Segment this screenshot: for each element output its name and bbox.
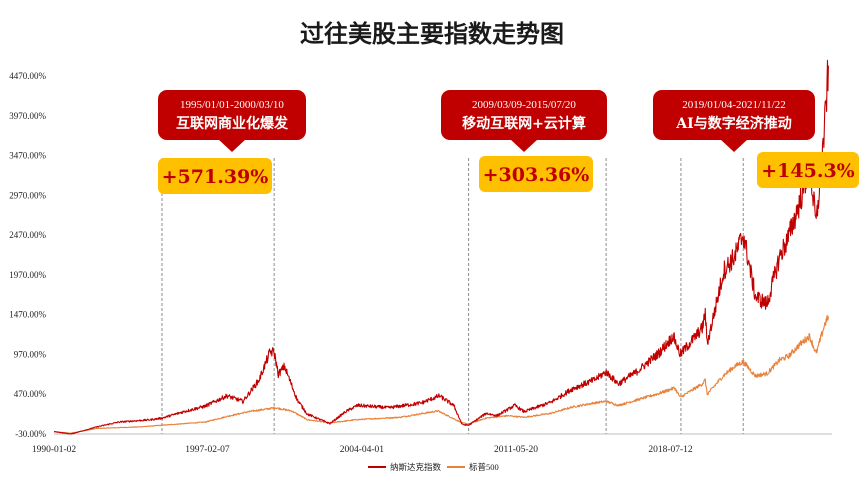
gain-badge: +303.36% [479, 156, 593, 192]
series-line-nasdaq [53, 59, 829, 435]
gain-value: +145.3% [761, 160, 854, 182]
gain-badge: +145.3% [757, 152, 859, 188]
legend-label: 纳斯达克指数 [390, 462, 442, 472]
callout-period: 2009/03/09-2015/07/20 [472, 99, 576, 111]
callout-box [441, 90, 607, 140]
callout-period: 1995/01/01-2000/03/10 [180, 99, 284, 111]
x-tick-label: 2018-07-12 [648, 445, 693, 455]
y-tick-label: 4470.00% [9, 71, 46, 81]
gain-badge-box [158, 158, 272, 194]
callout-box [158, 90, 306, 140]
gain-value: +303.36% [483, 164, 590, 186]
annotation-callout: 2009/03/09-2015/07/20 移动互联网+云计算 [441, 90, 607, 152]
annotation-callout: 1995/01/01-2000/03/10 互联网商业化爆发 [158, 90, 306, 152]
callout-pointer [720, 139, 748, 152]
callout-pointer [510, 139, 538, 152]
callout-pointer [218, 139, 246, 152]
x-tick-label: 2011-05-20 [494, 445, 538, 455]
x-tick-label: 2004-04-01 [340, 445, 385, 455]
gain-badge-box [757, 152, 859, 188]
y-axis-ticks: -30.00% 470.00% 970.00% 1470.00% 1970.00% 247… [9, 71, 46, 439]
chart-title: 过往美股主要指数走势图 [300, 19, 564, 48]
gain-badge-box [479, 156, 593, 192]
series-layer [53, 59, 829, 435]
period-markers [161, 158, 744, 434]
y-tick-label: 3970.00% [9, 111, 46, 121]
y-tick-label: 2470.00% [9, 230, 46, 240]
legend: 纳斯达克指数 标普500 [368, 462, 499, 472]
y-tick-label: 1970.00% [9, 270, 46, 280]
y-tick-label: -30.00% [15, 429, 46, 439]
x-tick-label: 1990-01-02 [32, 445, 77, 455]
x-tick-label: 1997-02-07 [185, 445, 230, 455]
callout-label: 移动互联网+云计算 [462, 115, 586, 132]
callout-label: 互联网商业化爆发 [176, 115, 289, 132]
callout-period: 2019/01/04-2021/11/22 [682, 99, 785, 111]
callout-label: AI与数字经济推动 [675, 115, 791, 132]
y-tick-label: 3470.00% [9, 151, 46, 161]
y-tick-label: 2970.00% [9, 190, 46, 200]
annotation-callout: 2019/01/04-2021/11/22 AI与数字经济推动 [653, 90, 815, 152]
series-line-sp500 [53, 314, 829, 434]
annotations: 1995/01/01-2000/03/10 互联网商业化爆发 +571.39% 200… [158, 90, 859, 194]
y-tick-label: 470.00% [14, 389, 47, 399]
callout-box [653, 90, 815, 140]
legend-label: 标普500 [469, 462, 499, 472]
gain-value: +571.39% [162, 166, 269, 188]
gain-badge: +571.39% [158, 158, 272, 194]
y-tick-label: 1470.00% [9, 310, 46, 320]
y-tick-label: 970.00% [14, 349, 47, 359]
x-axis-ticks: 1990-01-02 1997-02-07 2004-04-01 2011-05-20… [32, 445, 693, 455]
